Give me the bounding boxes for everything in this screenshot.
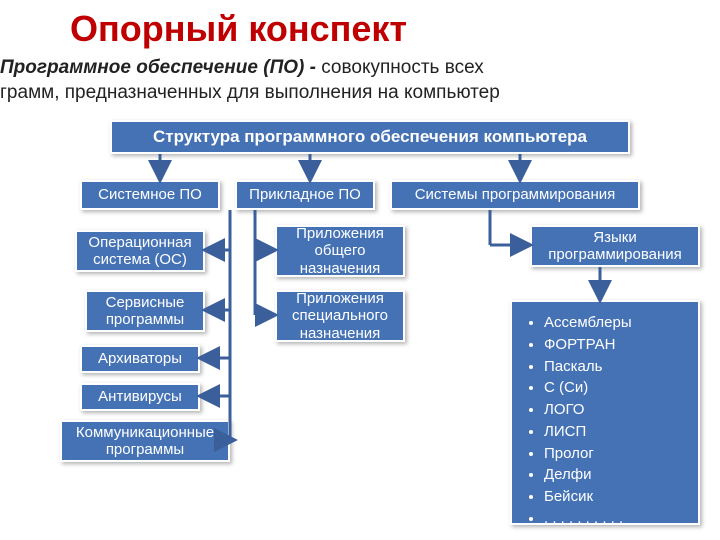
lang-item: Пролог (544, 443, 688, 465)
lang-item: Бейсик (544, 486, 688, 508)
service-node: Сервисные программы (85, 290, 205, 332)
page-title: Опорный конспект (70, 8, 407, 50)
lang-item: ЛОГО (544, 399, 688, 421)
definition-text: Программное обеспечение (ПО) - совокупно… (0, 56, 720, 105)
comm-node: Коммуникационные программы (60, 420, 230, 462)
archivers-node: Архиваторы (80, 345, 200, 373)
lang-item: ФОРТРАН (544, 334, 688, 356)
general-apps-node: Приложения общего назначения (275, 225, 405, 277)
applied-node: Прикладное ПО (235, 180, 375, 210)
lang-item: С (Си) (544, 377, 688, 399)
definition-body-2: грамм, предназначенных для выполнения на… (0, 82, 500, 103)
languages-ul: Ассемблеры ФОРТРАН Паскаль С (Си) ЛОГО Л… (530, 312, 688, 530)
definition-body-1: совокупность всех (321, 57, 484, 78)
special-apps-node: Приложения специального назначения (275, 290, 405, 342)
system-node: Системное ПО (80, 180, 220, 210)
lang-item: ЛИСП (544, 421, 688, 443)
lang-item: . . . . . . . . . . (544, 508, 688, 530)
os-node: Операционная система (ОС) (75, 230, 205, 272)
lang-item: Ассемблеры (544, 312, 688, 334)
languages-list: Ассемблеры ФОРТРАН Паскаль С (Си) ЛОГО Л… (510, 300, 700, 525)
antivirus-node: Антивирусы (80, 383, 200, 411)
root-node: Структура программного обеспечения компь… (110, 120, 630, 154)
definition-term: Программное обеспечение (ПО) - (0, 57, 321, 78)
languages-node: Языки программирования (530, 225, 700, 267)
progsys-node: Системы программирования (390, 180, 640, 210)
lang-item: Паскаль (544, 356, 688, 378)
lang-item: Делфи (544, 464, 688, 486)
